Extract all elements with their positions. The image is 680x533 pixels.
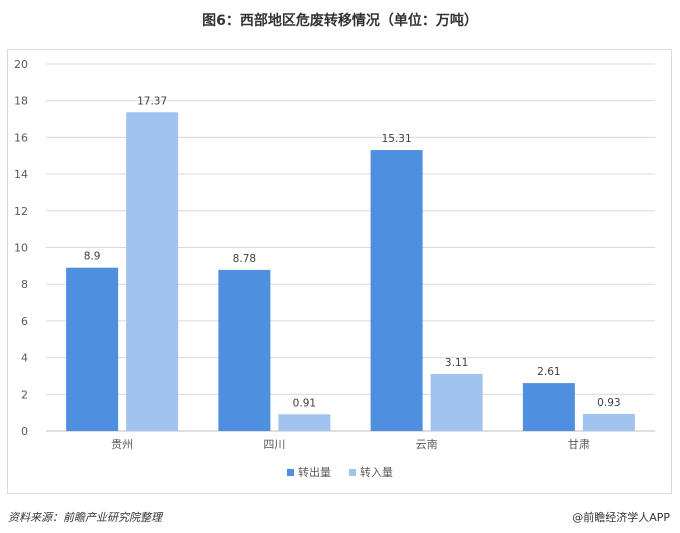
y-tick-label: 20 <box>14 58 28 71</box>
legend: 转出量 转入量 <box>0 464 680 480</box>
x-tick-label: 云南 <box>416 438 438 451</box>
bar-inflow <box>582 413 635 431</box>
y-tick-label: 8 <box>21 278 28 291</box>
bar-outflow <box>522 383 575 431</box>
brand-note: @前瞻经济学人APP <box>572 511 670 524</box>
y-tick-label: 14 <box>14 168 28 181</box>
x-tick-label: 四川 <box>263 438 285 451</box>
data-label: 0.93 <box>597 397 620 409</box>
source-note: 资料来源：前瞻产业研究院整理 <box>8 511 162 524</box>
data-label: 8.78 <box>233 253 256 265</box>
legend-swatch-inflow <box>349 468 356 476</box>
bar-inflow <box>430 373 483 431</box>
y-tick-label: 0 <box>21 425 28 438</box>
x-tick-label: 甘肃 <box>568 438 590 451</box>
legend-swatch-outflow <box>287 468 294 476</box>
bar-inflow <box>278 414 331 431</box>
data-label: 15.31 <box>382 133 412 145</box>
legend-label-outflow: 转出量 <box>298 466 331 479</box>
bar-outflow <box>66 267 119 431</box>
bar-outflow <box>218 269 271 431</box>
x-tick-label: 贵州 <box>111 438 133 451</box>
y-tick-label: 12 <box>14 205 28 218</box>
data-label: 0.91 <box>293 397 316 409</box>
data-label: 2.61 <box>537 366 560 378</box>
y-tick-label: 18 <box>14 95 28 108</box>
legend-item-inflow[interactable]: 转入量 <box>349 464 393 480</box>
data-label: 17.37 <box>137 95 167 107</box>
plot-frame <box>7 49 672 494</box>
bar-inflow <box>126 112 179 431</box>
y-tick-label: 4 <box>21 352 28 365</box>
data-label: 8.9 <box>84 251 101 263</box>
bar-outflow <box>370 150 423 431</box>
y-tick-label: 16 <box>14 131 28 144</box>
y-tick-label: 10 <box>14 242 28 255</box>
data-label: 3.11 <box>445 357 468 369</box>
legend-label-inflow: 转入量 <box>360 466 393 479</box>
y-tick-label: 6 <box>21 315 28 328</box>
y-tick-label: 2 <box>21 388 28 401</box>
legend-item-outflow[interactable]: 转出量 <box>287 464 331 480</box>
chart-title: 图6：西部地区危废转移情况（单位：万吨） <box>202 13 478 29</box>
